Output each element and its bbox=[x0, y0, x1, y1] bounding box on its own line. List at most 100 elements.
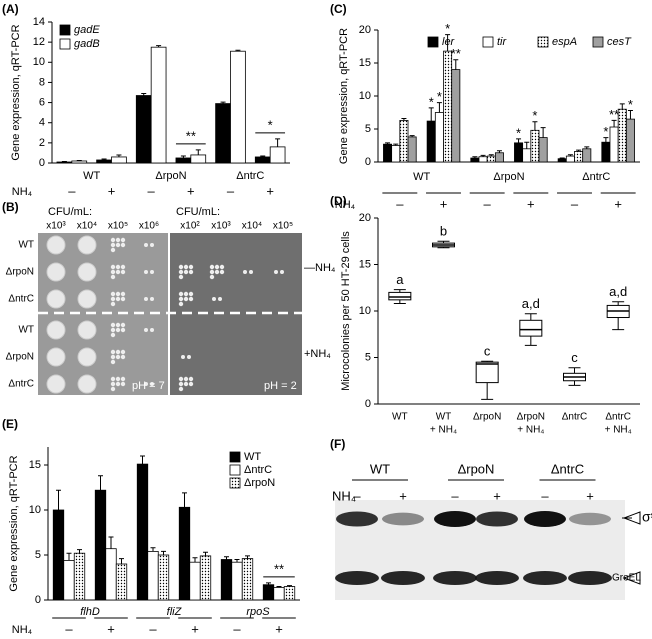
y-tick-label: 10 bbox=[359, 90, 371, 102]
band-sigma bbox=[569, 512, 611, 526]
x-tick-label: – bbox=[149, 621, 157, 636]
bar bbox=[273, 587, 285, 601]
arrow bbox=[622, 571, 641, 585]
error-bar bbox=[436, 102, 442, 113]
nh4-label: NH₄ bbox=[12, 186, 33, 198]
colony bbox=[120, 322, 126, 328]
bar bbox=[230, 50, 246, 164]
colony bbox=[280, 270, 284, 274]
error-bar bbox=[224, 556, 229, 560]
x-tick-sublabel: + NH₄ bbox=[605, 425, 632, 436]
bar bbox=[383, 143, 393, 163]
colony bbox=[115, 349, 121, 355]
bar bbox=[262, 584, 275, 601]
box bbox=[519, 319, 543, 337]
colony bbox=[178, 269, 184, 275]
band-groel bbox=[568, 571, 612, 585]
colony bbox=[110, 359, 116, 365]
legend-label: tir bbox=[497, 36, 508, 48]
bar bbox=[190, 154, 207, 164]
legend-label: ΔrpoN bbox=[244, 477, 275, 489]
colony-spot bbox=[77, 374, 97, 394]
colony bbox=[110, 354, 116, 360]
cfu-label: CFU/mL: bbox=[176, 206, 220, 218]
nh4-label: NH₄ bbox=[332, 488, 356, 503]
significance: ** bbox=[609, 107, 619, 122]
error-bar bbox=[516, 138, 522, 143]
x-tick-label: + bbox=[108, 183, 116, 198]
row-label: ΔntrC bbox=[8, 294, 34, 305]
significance: ** bbox=[451, 46, 461, 61]
band-groel bbox=[335, 571, 379, 585]
colony bbox=[188, 269, 194, 275]
bar bbox=[105, 548, 117, 601]
y-tick-label: 0 bbox=[39, 157, 45, 169]
colony-spot bbox=[77, 262, 97, 282]
colony bbox=[219, 264, 225, 270]
error-bar bbox=[161, 550, 166, 555]
dilution-label: x10² bbox=[180, 221, 200, 232]
bar bbox=[215, 103, 231, 164]
bar bbox=[522, 148, 532, 163]
significance: * bbox=[516, 125, 521, 140]
bar bbox=[451, 69, 461, 163]
colony bbox=[144, 270, 148, 274]
bar bbox=[538, 137, 548, 163]
error-bar bbox=[98, 475, 103, 491]
error-bar bbox=[393, 143, 399, 146]
x-tick-label: – bbox=[65, 621, 73, 636]
treatment-label: – bbox=[353, 488, 361, 503]
panel-label: (F) bbox=[330, 437, 345, 451]
group-letter: a bbox=[396, 272, 404, 287]
colony bbox=[218, 297, 222, 301]
bar bbox=[56, 161, 73, 164]
colony bbox=[183, 269, 189, 275]
y-tick-label: 10 bbox=[29, 504, 41, 516]
x-tick-label: ΔntrC bbox=[605, 412, 631, 423]
error-bar bbox=[453, 59, 459, 70]
bar bbox=[178, 506, 191, 601]
colony bbox=[188, 291, 194, 297]
colony bbox=[115, 322, 121, 328]
legend-swatch bbox=[229, 477, 241, 489]
y-tick-label: 14 bbox=[33, 16, 45, 28]
band-sigma bbox=[434, 511, 476, 527]
bar bbox=[94, 489, 107, 601]
y-tick-label: 0 bbox=[365, 398, 371, 410]
error-bar bbox=[195, 149, 201, 155]
x-tick-label: ΔntrC bbox=[562, 412, 588, 423]
colony bbox=[110, 269, 116, 275]
colony bbox=[209, 264, 215, 270]
colony-spot bbox=[77, 320, 97, 340]
panel-label: (A) bbox=[2, 2, 19, 16]
error-bar bbox=[192, 557, 198, 563]
colony bbox=[115, 237, 121, 243]
error-bar bbox=[77, 549, 82, 554]
colony bbox=[110, 247, 116, 253]
bar bbox=[434, 112, 444, 163]
colony bbox=[120, 376, 126, 382]
bar bbox=[73, 552, 86, 601]
bar bbox=[115, 563, 128, 601]
colony bbox=[188, 296, 194, 302]
bar bbox=[601, 141, 611, 163]
error-bar bbox=[576, 149, 582, 152]
x-tick-label: + bbox=[614, 196, 622, 211]
colony bbox=[115, 354, 121, 360]
colony bbox=[115, 296, 121, 302]
bar bbox=[486, 155, 496, 163]
colony bbox=[178, 376, 184, 382]
bar bbox=[399, 120, 409, 163]
y-tick-label: 20 bbox=[359, 24, 371, 36]
bar bbox=[478, 156, 488, 163]
colony-spot bbox=[77, 347, 97, 367]
y-tick-label: 12 bbox=[33, 36, 45, 48]
x-tick-label: – bbox=[227, 183, 235, 198]
colony-spot bbox=[46, 235, 66, 255]
x-tick-label: WT bbox=[392, 412, 408, 423]
panel-label: (B) bbox=[2, 200, 19, 214]
band-groel bbox=[475, 571, 519, 585]
error-bar bbox=[287, 585, 292, 587]
colony bbox=[178, 291, 184, 297]
error-bar bbox=[584, 146, 590, 149]
